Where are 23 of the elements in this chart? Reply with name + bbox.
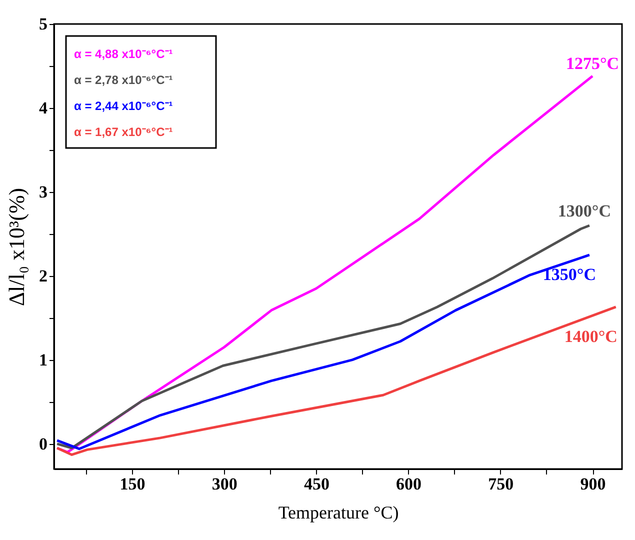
- line-series: [56, 306, 618, 456]
- x-axis-title: Temperature °C): [278, 502, 399, 522]
- y-tick-label: 2: [39, 266, 48, 286]
- annotation: α = 4,88 x10⁻⁶°C⁻¹: [74, 47, 173, 61]
- series-label: 1350°C: [542, 264, 596, 284]
- x-tick-label: 450: [304, 474, 330, 494]
- y-tick-label: 1: [39, 350, 48, 370]
- annotation: α = 2,44 x10⁻⁶°C⁻¹: [74, 99, 173, 113]
- y-tick-label: 4: [39, 98, 48, 118]
- annotation: α = 2,78 x10⁻⁶°C⁻¹: [74, 73, 173, 87]
- series-label: 1275°C: [566, 54, 620, 74]
- y-tick-label: 3: [39, 182, 48, 202]
- y-tick-label: 5: [39, 14, 48, 34]
- y-tick-label: 0: [39, 434, 48, 454]
- annotation: α = 1,67 x10⁻⁶°C⁻¹: [74, 125, 173, 139]
- x-tick-label: 600: [396, 474, 422, 494]
- x-tick-label: 300: [212, 474, 238, 494]
- x-tick-label: 150: [120, 474, 146, 494]
- series-label: 1400°C: [564, 326, 618, 346]
- y-axis-title: Δl/l₀ x10³(%): [4, 188, 29, 306]
- x-tick-label: 900: [580, 474, 606, 494]
- series-label: 1300°C: [558, 202, 611, 221]
- x-tick-label: 750: [488, 474, 514, 494]
